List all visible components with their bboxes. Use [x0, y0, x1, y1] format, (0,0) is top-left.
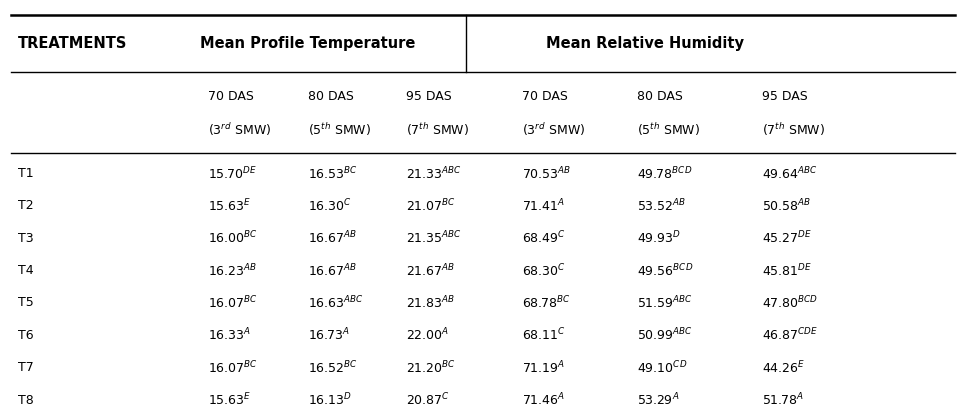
Text: 49.64$^{ABC}$: 49.64$^{ABC}$ — [762, 165, 818, 182]
Text: 47.80$^{BCD}$: 47.80$^{BCD}$ — [762, 295, 818, 311]
Text: 95 DAS: 95 DAS — [762, 91, 809, 103]
Text: 44.26$^{E}$: 44.26$^{E}$ — [762, 359, 805, 376]
Text: 68.49$^{C}$: 68.49$^{C}$ — [522, 230, 565, 246]
Text: 22.00$^{A}$: 22.00$^{A}$ — [406, 327, 449, 344]
Text: 80 DAS: 80 DAS — [638, 91, 683, 103]
Text: 16.53$^{BC}$: 16.53$^{BC}$ — [308, 165, 357, 182]
Text: (7$^{th}$ SMW): (7$^{th}$ SMW) — [406, 122, 469, 138]
Text: 16.67$^{AB}$: 16.67$^{AB}$ — [308, 262, 357, 279]
Text: Mean Relative Humidity: Mean Relative Humidity — [546, 36, 744, 51]
Text: T4: T4 — [17, 264, 34, 277]
Text: 51.59$^{ABC}$: 51.59$^{ABC}$ — [638, 295, 693, 311]
Text: 20.87$^{C}$: 20.87$^{C}$ — [406, 392, 449, 408]
Text: 15.63$^{E}$: 15.63$^{E}$ — [209, 197, 252, 214]
Text: T6: T6 — [17, 329, 34, 342]
Text: 21.20$^{BC}$: 21.20$^{BC}$ — [406, 359, 455, 376]
Text: 45.81$^{DE}$: 45.81$^{DE}$ — [762, 262, 812, 279]
Text: T1: T1 — [17, 167, 34, 180]
Text: 15.70$^{DE}$: 15.70$^{DE}$ — [209, 165, 258, 182]
Text: 71.41$^{A}$: 71.41$^{A}$ — [522, 197, 565, 214]
Text: 50.99$^{ABC}$: 50.99$^{ABC}$ — [638, 327, 693, 344]
Text: 16.00$^{BC}$: 16.00$^{BC}$ — [209, 230, 259, 246]
Text: (3$^{rd}$ SMW): (3$^{rd}$ SMW) — [522, 122, 584, 138]
Text: T8: T8 — [17, 393, 34, 406]
Text: 68.78$^{BC}$: 68.78$^{BC}$ — [522, 295, 571, 311]
Text: 16.23$^{AB}$: 16.23$^{AB}$ — [209, 262, 257, 279]
Text: 68.11$^{C}$: 68.11$^{C}$ — [522, 327, 565, 344]
Text: (5$^{th}$ SMW): (5$^{th}$ SMW) — [638, 122, 700, 138]
Text: Mean Profile Temperature: Mean Profile Temperature — [200, 36, 415, 51]
Text: 16.52$^{BC}$: 16.52$^{BC}$ — [308, 359, 357, 376]
Text: 15.63$^{E}$: 15.63$^{E}$ — [209, 392, 252, 408]
Text: 95 DAS: 95 DAS — [406, 91, 452, 103]
Text: 16.63$^{ABC}$: 16.63$^{ABC}$ — [308, 295, 363, 311]
Text: 21.83$^{AB}$: 21.83$^{AB}$ — [406, 295, 455, 311]
Text: T3: T3 — [17, 232, 34, 245]
Text: 21.67$^{AB}$: 21.67$^{AB}$ — [406, 262, 455, 279]
Text: (3$^{rd}$ SMW): (3$^{rd}$ SMW) — [209, 122, 271, 138]
Text: (5$^{th}$ SMW): (5$^{th}$ SMW) — [308, 122, 371, 138]
Text: 16.33$^{A}$: 16.33$^{A}$ — [209, 327, 252, 344]
Text: 49.78$^{BCD}$: 49.78$^{BCD}$ — [638, 165, 693, 182]
Text: 53.29$^{A}$: 53.29$^{A}$ — [638, 392, 679, 408]
Text: TREATMENTS: TREATMENTS — [17, 36, 128, 51]
Text: 71.19$^{A}$: 71.19$^{A}$ — [522, 359, 565, 376]
Text: T2: T2 — [17, 200, 34, 213]
Text: 45.27$^{DE}$: 45.27$^{DE}$ — [762, 230, 811, 246]
Text: 70.53$^{AB}$: 70.53$^{AB}$ — [522, 165, 571, 182]
Text: 16.13$^{D}$: 16.13$^{D}$ — [308, 392, 352, 408]
Text: 46.87$^{CDE}$: 46.87$^{CDE}$ — [762, 327, 818, 344]
Text: 68.30$^{C}$: 68.30$^{C}$ — [522, 262, 565, 279]
Text: 16.07$^{BC}$: 16.07$^{BC}$ — [209, 295, 259, 311]
Text: 16.67$^{AB}$: 16.67$^{AB}$ — [308, 230, 357, 246]
Text: 16.07$^{BC}$: 16.07$^{BC}$ — [209, 359, 259, 376]
Text: 50.58$^{AB}$: 50.58$^{AB}$ — [762, 197, 811, 214]
Text: 49.56$^{BCD}$: 49.56$^{BCD}$ — [638, 262, 694, 279]
Text: 53.52$^{AB}$: 53.52$^{AB}$ — [638, 197, 687, 214]
Text: 70 DAS: 70 DAS — [209, 91, 254, 103]
Text: 21.07$^{BC}$: 21.07$^{BC}$ — [406, 197, 456, 214]
Text: 49.10$^{CD}$: 49.10$^{CD}$ — [638, 359, 688, 376]
Text: 70 DAS: 70 DAS — [522, 91, 567, 103]
Text: 80 DAS: 80 DAS — [308, 91, 354, 103]
Text: 21.35$^{ABC}$: 21.35$^{ABC}$ — [406, 230, 462, 246]
Text: 51.78$^{A}$: 51.78$^{A}$ — [762, 392, 805, 408]
Text: T5: T5 — [17, 297, 34, 309]
Text: 71.46$^{A}$: 71.46$^{A}$ — [522, 392, 565, 408]
Text: (7$^{th}$ SMW): (7$^{th}$ SMW) — [762, 122, 826, 138]
Text: T7: T7 — [17, 361, 34, 374]
Text: 21.33$^{ABC}$: 21.33$^{ABC}$ — [406, 165, 462, 182]
Text: 16.73$^{A}$: 16.73$^{A}$ — [308, 327, 350, 344]
Text: 16.30$^{C}$: 16.30$^{C}$ — [308, 197, 352, 214]
Text: 49.93$^{D}$: 49.93$^{D}$ — [638, 230, 681, 246]
